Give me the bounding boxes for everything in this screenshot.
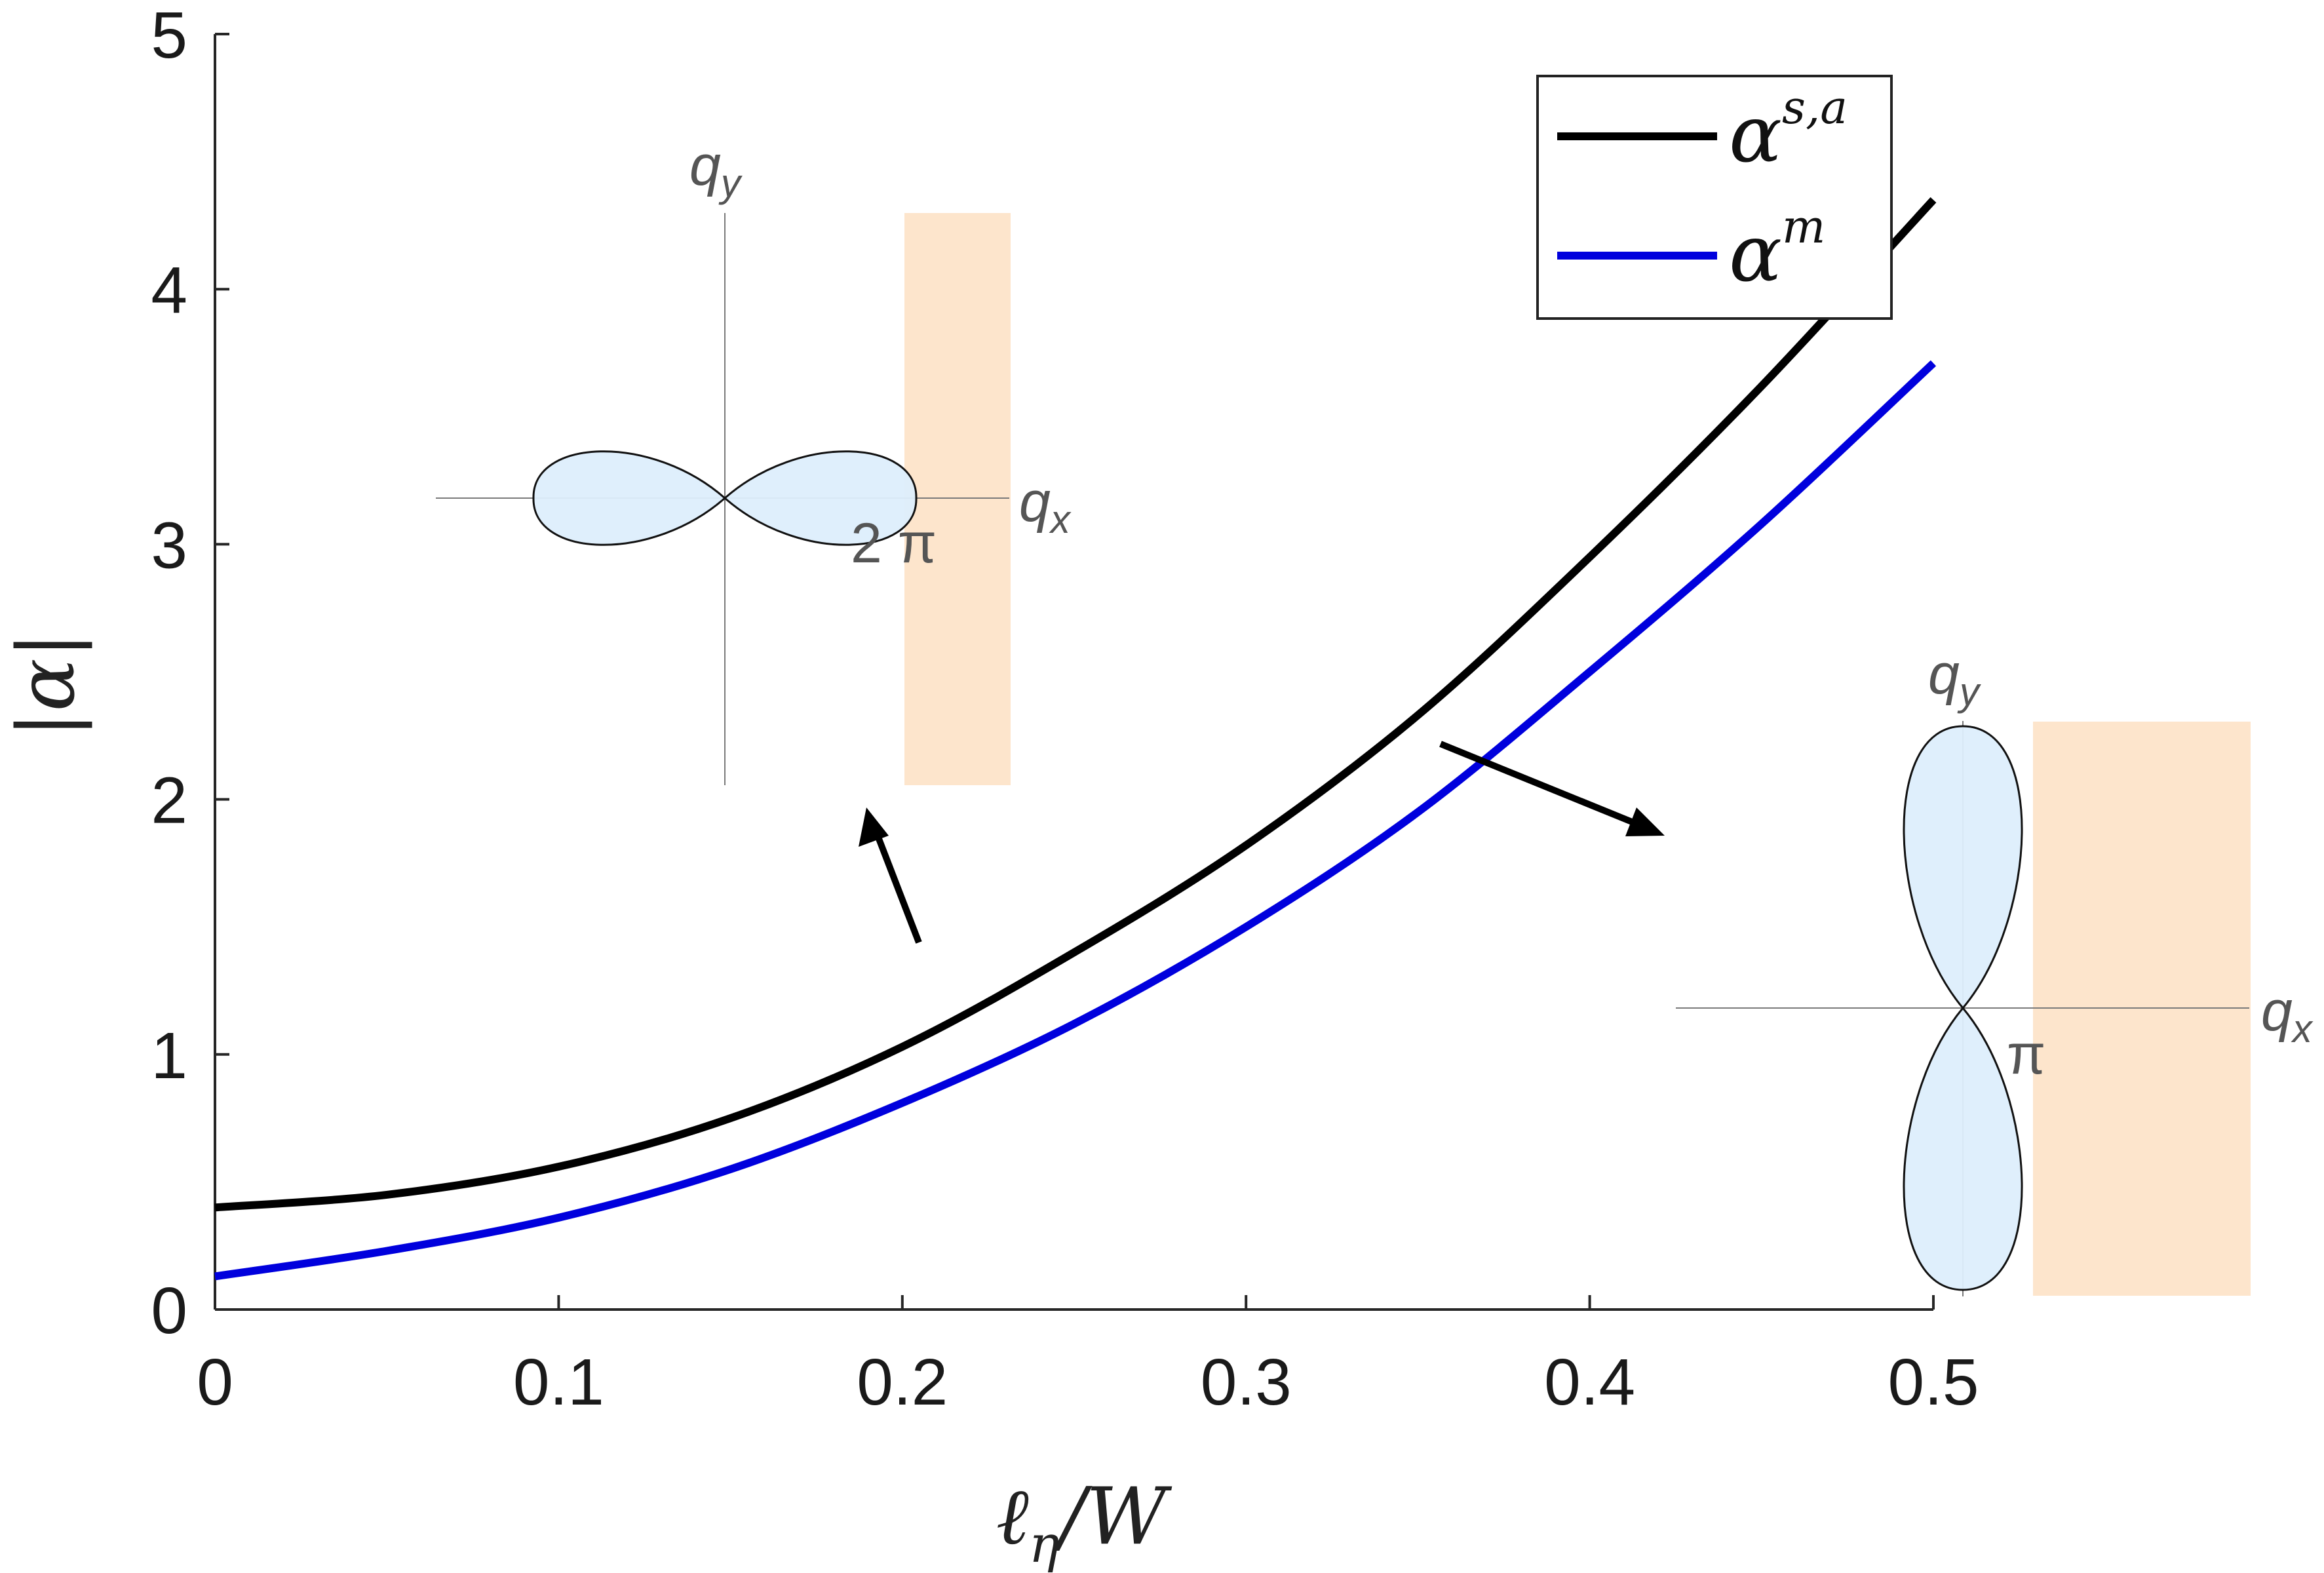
x-tick-label: 0.1 (513, 1346, 604, 1419)
inset-1-qy-sub: y (718, 161, 743, 205)
inset-2-qx-label: qx (2261, 980, 2314, 1051)
x-axis-label-main: ℓ (996, 1471, 1029, 1563)
x-tick-label: 0.4 (1544, 1346, 1635, 1419)
inset-2-qx-sub: x (2291, 1007, 2314, 1051)
inset-2-period-label: π (2007, 1023, 2045, 1086)
inset-1-qx-sub: x (1049, 497, 1072, 541)
inset-2-qx-base: q (2261, 980, 2293, 1043)
legend-label-0: αs,a (1729, 81, 1848, 180)
y-tick-label: 0 (151, 1274, 187, 1348)
x-axis-label-rest: /W (1053, 1471, 1172, 1563)
series-line-0 (214, 197, 1937, 1212)
legend-label-1-sup: m (1782, 200, 1825, 254)
inset-1-qy-label: qy (689, 134, 743, 205)
y-tick-label: 3 (151, 509, 187, 582)
y-tick-label: 4 (151, 254, 187, 327)
x-tick-label: 0.3 (1201, 1346, 1292, 1419)
inset-1-lobes (532, 450, 918, 546)
y-axis-label: |α| (1, 632, 92, 738)
x-tick-label: 0 (197, 1346, 233, 1419)
y-tick-label: 1 (151, 1019, 187, 1093)
legend-label-0-base: α (1729, 89, 1782, 180)
inset-2-lobes (1903, 725, 2023, 1291)
axes: 0 0.1 0.2 0.3 0.4 0.5 0 1 2 3 4 5 (151, 0, 1979, 1419)
inset-1-strip (904, 213, 1011, 785)
inset-2-qy-base: q (1928, 643, 1960, 706)
inset-1-qy-base: q (689, 134, 721, 197)
y-tick-label: 5 (151, 0, 187, 72)
inset-vertical-lobes: qy qx π (1676, 643, 2314, 1296)
inset-2-qy-sub: y (1957, 670, 1982, 714)
inset-2-qy-label: qy (1928, 643, 1982, 714)
legend: αs,a αm (1536, 75, 1893, 320)
x-tick-label: 0.5 (1888, 1346, 1979, 1419)
inset-1-qx-base: q (1019, 471, 1051, 534)
arrow-to-inset-2 (1439, 741, 1640, 828)
series-group (214, 197, 1937, 1281)
x-axis-label-sub: η (1029, 1515, 1060, 1573)
inset-horizontal-lobes: qy qx 2 π (436, 134, 1072, 785)
legend-label-0-sup: s,a (1782, 81, 1848, 134)
arrow-to-inset-1-head (859, 807, 889, 847)
series-line-1 (214, 360, 1937, 1281)
legend-box (1536, 75, 1893, 320)
legend-label-1-base: α (1729, 208, 1782, 300)
legend-label-1: αm (1729, 200, 1825, 300)
arrow-to-inset-1 (874, 832, 922, 944)
y-tick-label: 2 (151, 764, 187, 838)
inset-arrows (859, 741, 1665, 944)
x-axis-label: ℓη/W (996, 1471, 1172, 1573)
x-tick-label: 0.2 (857, 1346, 948, 1419)
arrow-to-inset-2-head (1625, 807, 1665, 836)
inset-1-qx-label: qx (1019, 471, 1072, 541)
inset-1-period-label: 2 π (851, 512, 937, 575)
